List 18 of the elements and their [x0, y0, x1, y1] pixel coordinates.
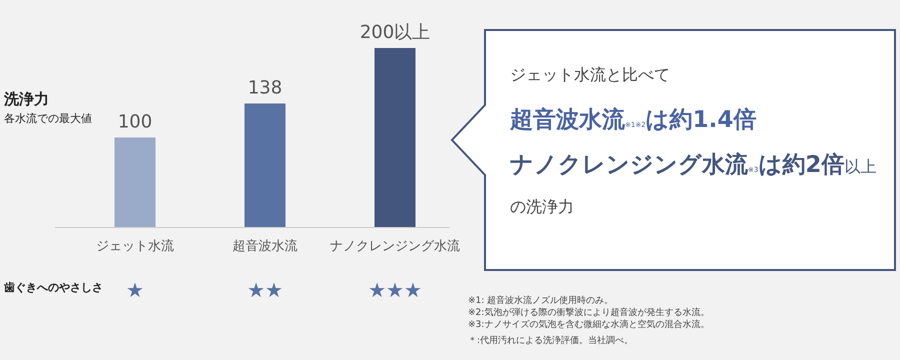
text: ★★: [247, 278, 283, 302]
text: ※2:気泡が弾ける際の衝撃波により超音波が発生する水流。: [468, 307, 710, 318]
data-label: 200以上: [360, 22, 430, 43]
data-label: 100: [118, 112, 152, 132]
text: の洗浄力: [510, 197, 574, 216]
data-label: 138: [248, 77, 282, 98]
x-tick-label: 超音波水流: [232, 238, 298, 254]
y-axis-title: 洗浄力: [3, 90, 49, 108]
x-tick-label: ナノクレンジング水流: [330, 238, 460, 254]
annotation: 各水流での最大値: [4, 112, 92, 125]
text: ジェット水流と比べて: [510, 65, 670, 84]
text: ※1: 超音波水流ノズル使用時のみ。: [468, 295, 614, 306]
text: ＊:代用汚れによる洗浄評価。当社調べ。: [468, 335, 634, 346]
x-tick-label: ジェット水流: [96, 238, 174, 254]
text: ★: [126, 278, 144, 302]
text: 歯ぐきへのやさしさ: [3, 281, 103, 294]
text: ★★★: [368, 278, 422, 302]
text: ※3:ナノサイズの気泡を含む微細な水滴と空気の混合水流。: [468, 319, 710, 330]
